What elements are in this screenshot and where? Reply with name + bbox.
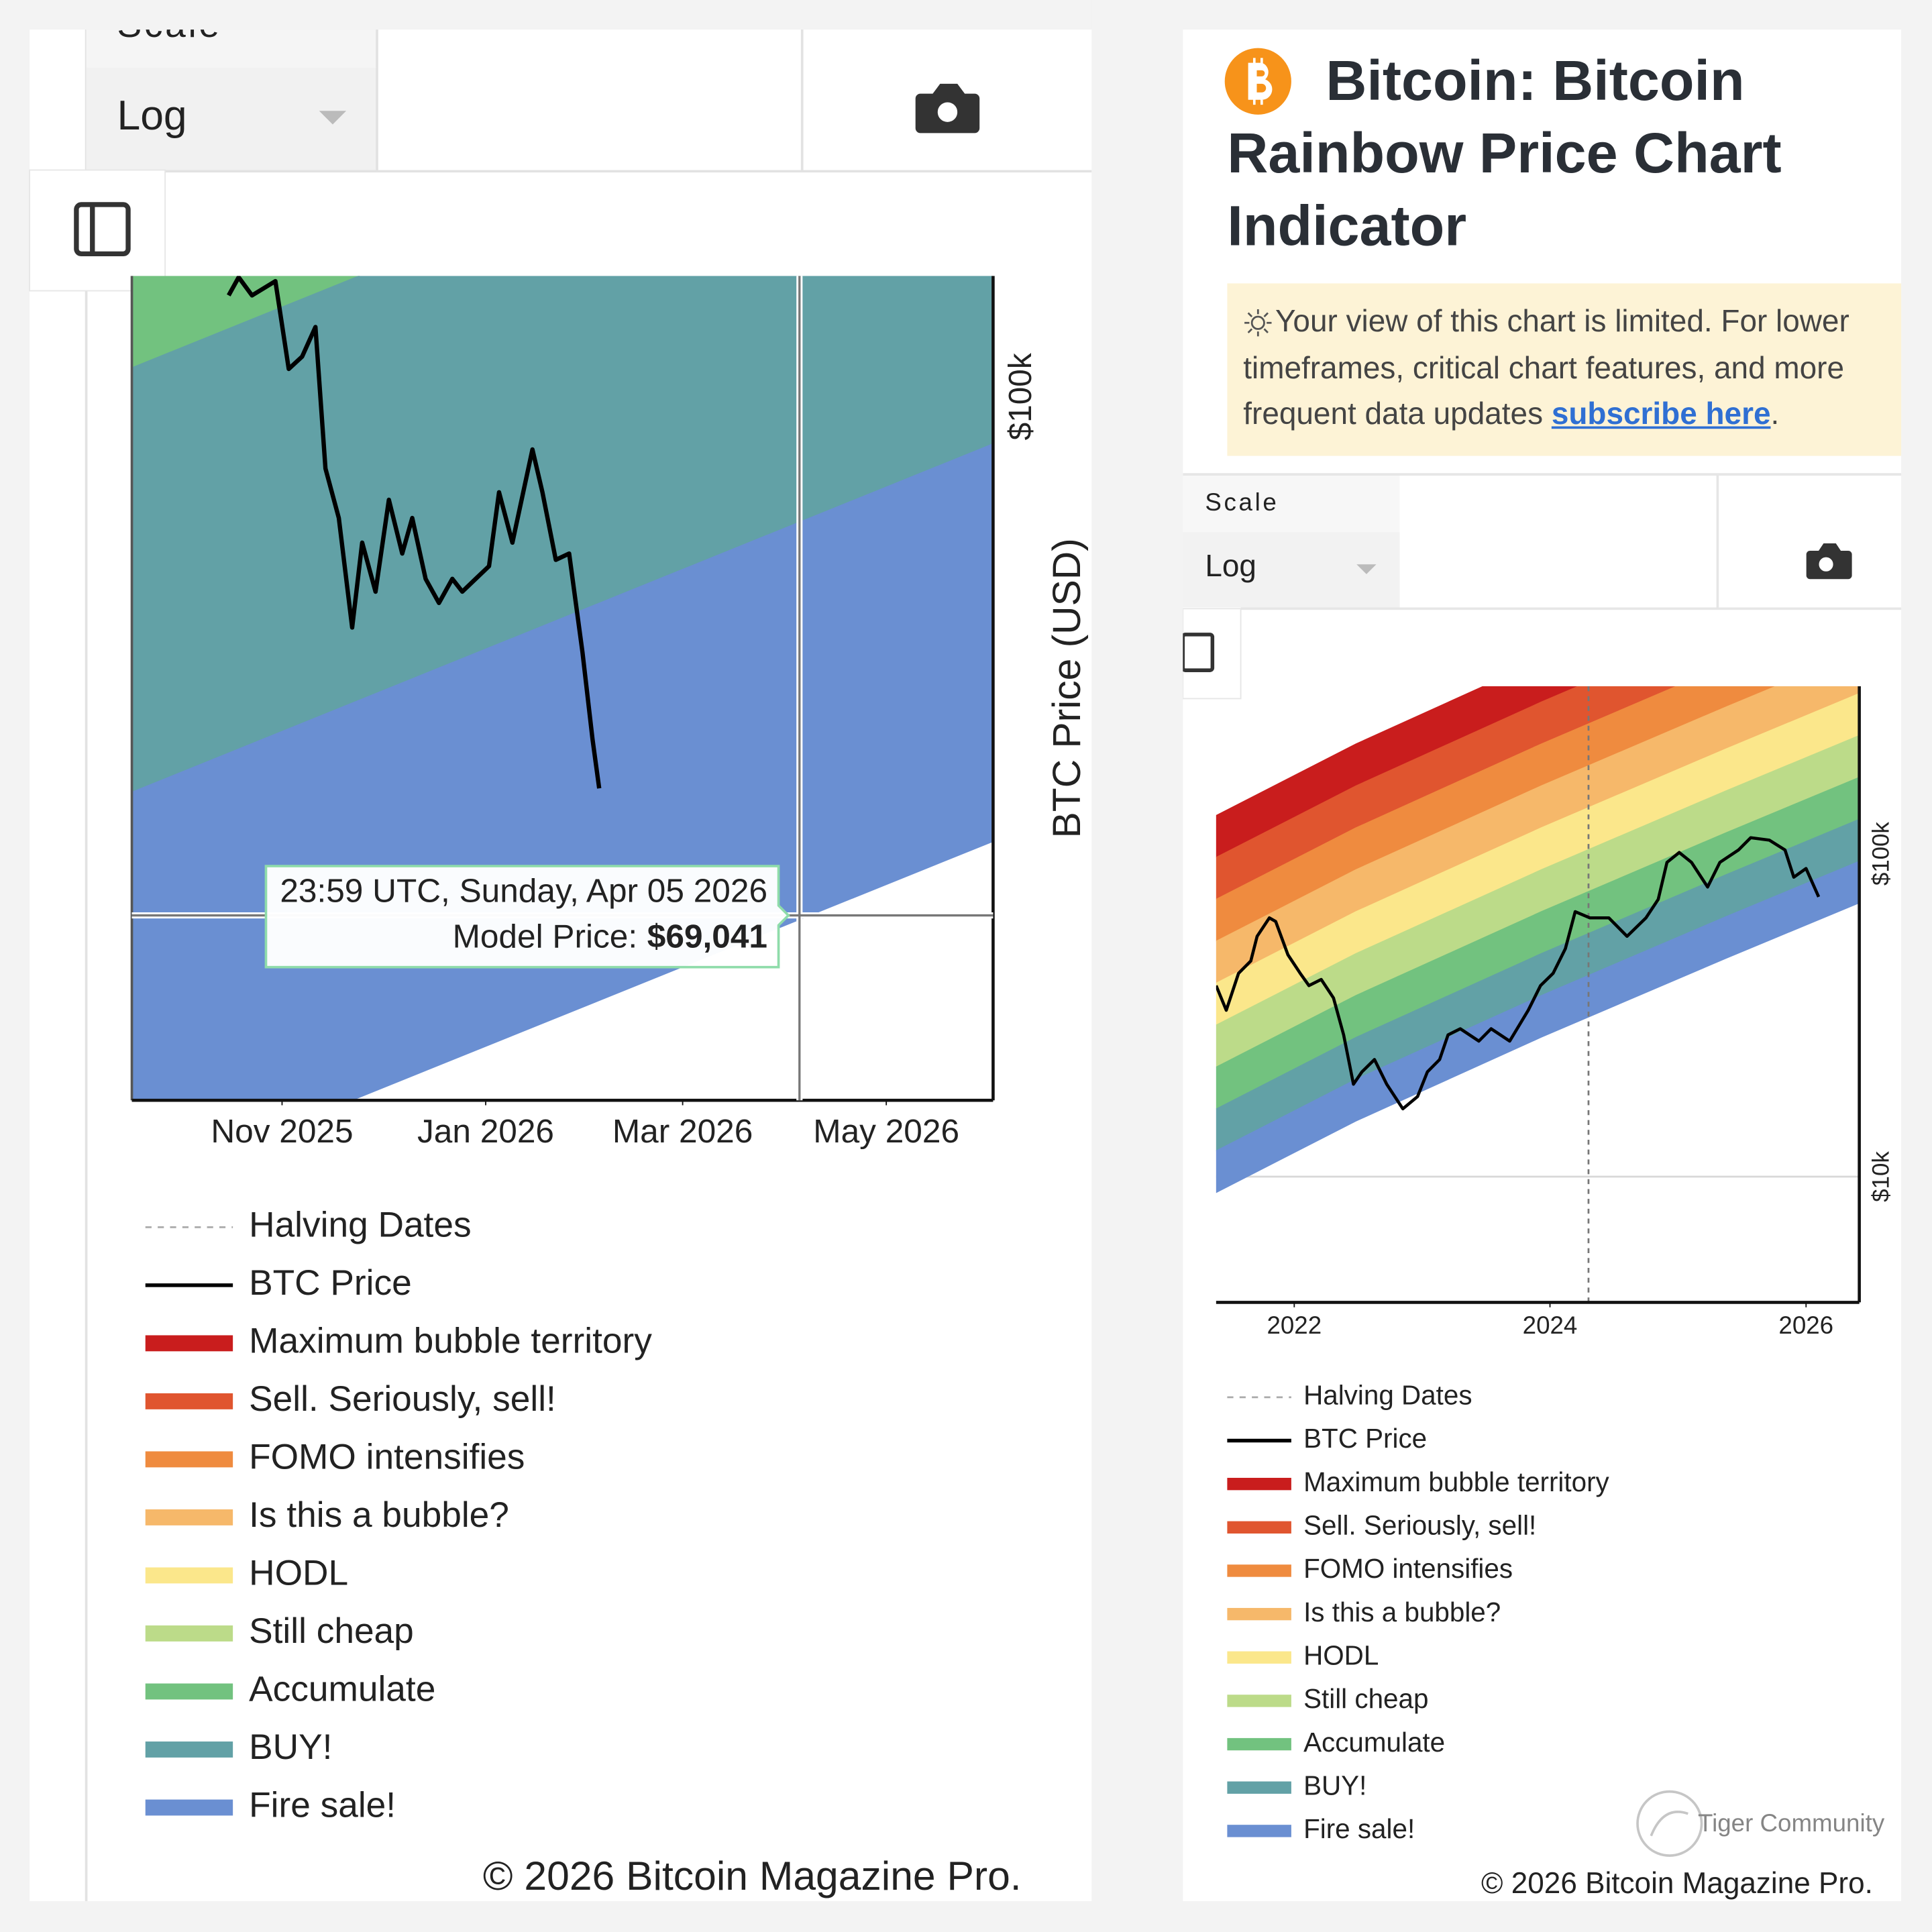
dropdown-arrow[interactable] bbox=[1356, 564, 1377, 574]
legend-swatch bbox=[1227, 1737, 1291, 1751]
legend-label: Halving Dates bbox=[249, 1205, 472, 1244]
legend-swatch bbox=[1227, 1564, 1291, 1577]
x-tick-label: 2024 bbox=[1523, 1311, 1578, 1339]
page-title: Bitcoin: Bitcoin Rainbow Price Chart Ind… bbox=[1227, 48, 1782, 258]
legend-swatch bbox=[145, 1393, 233, 1409]
legend-swatch bbox=[1227, 1651, 1291, 1664]
x-tick-label: 2026 bbox=[1778, 1311, 1833, 1339]
sidebar-toggle[interactable] bbox=[29, 169, 166, 292]
bitcoin-symbol bbox=[1248, 58, 1273, 105]
notice-end: . bbox=[1770, 396, 1780, 431]
notice: Your view of this chart is limited. For … bbox=[1243, 299, 1896, 438]
plot-area bbox=[1216, 686, 1860, 1303]
camera-lens[interactable] bbox=[935, 99, 960, 125]
notice-text-box: Your view of this chart is limited. For … bbox=[1243, 299, 1896, 438]
legend-swatch bbox=[145, 1567, 233, 1584]
legend-label: Fire sale! bbox=[249, 1786, 396, 1825]
tooltip-price: $69,041 bbox=[647, 918, 767, 955]
y-tick-label: $100k bbox=[1003, 353, 1038, 440]
chart-right: $10k $100k 2022 2024 2026 Halving Dates BTC Pr… bbox=[1216, 686, 1894, 1844]
legend-label: FOMO intensifies bbox=[249, 1437, 525, 1477]
gutter bbox=[1091, 0, 1183, 1932]
tooltip-label: Model Price: bbox=[453, 918, 638, 955]
camera-button[interactable] bbox=[915, 83, 980, 133]
watermark: Tiger Community bbox=[1636, 1790, 1885, 1857]
sidebar-icon[interactable] bbox=[74, 202, 131, 257]
legend-label: Is this a bubble? bbox=[1303, 1597, 1501, 1627]
legend-swatch bbox=[145, 1799, 233, 1816]
x-tick-label: 2022 bbox=[1267, 1311, 1322, 1339]
legend-swatch bbox=[145, 1509, 233, 1525]
legend-label: BUY! bbox=[1303, 1770, 1366, 1801]
chart-left: $100k Nov 2025 Jan 2026 Mar 2026 May 2026 BTC… bbox=[130, 276, 1089, 1825]
copyright: © 2026 Bitcoin Magazine Pro. bbox=[483, 1853, 1022, 1898]
legend-swatch bbox=[1227, 1477, 1291, 1491]
copyright: © 2026 Bitcoin Magazine Pro. bbox=[1481, 1867, 1873, 1900]
x-tick-label: Nov 2025 bbox=[211, 1112, 353, 1150]
tooltip-value: Model Price: $69,041 bbox=[453, 918, 767, 955]
x-tick-label: May 2026 bbox=[813, 1112, 959, 1150]
x-tick-label: Jan 2026 bbox=[417, 1112, 554, 1150]
legend-label: Still cheap bbox=[1303, 1683, 1428, 1714]
legend-swatch bbox=[1227, 1825, 1291, 1837]
top-strip bbox=[0, 0, 1932, 30]
camera-lens[interactable] bbox=[1817, 555, 1835, 574]
scale-value[interactable]: Log bbox=[1205, 548, 1256, 583]
title-box: Bitcoin: Bitcoin Rainbow Price Chart Ind… bbox=[1227, 48, 1782, 258]
band-area bbox=[1216, 861, 1860, 1193]
legend-label: Sell. Seriously, sell! bbox=[249, 1379, 556, 1419]
dropdown-arrow[interactable] bbox=[319, 111, 347, 125]
sun-icon bbox=[1244, 309, 1272, 337]
camera-button[interactable] bbox=[1806, 543, 1852, 580]
legend-label: BTC Price bbox=[249, 1263, 412, 1303]
legend-swatch bbox=[1227, 1607, 1291, 1621]
legend-swatch bbox=[1227, 1521, 1291, 1534]
scale-value[interactable]: Log bbox=[117, 92, 186, 139]
tooltip-time: 23:59 UTC, Sunday, Apr 05 2026 bbox=[280, 872, 767, 910]
x-tick-label: Mar 2026 bbox=[612, 1112, 753, 1150]
legend-label: Sell. Seriously, sell! bbox=[1303, 1509, 1536, 1540]
legend-label: Fire sale! bbox=[1303, 1813, 1415, 1844]
legend-swatch bbox=[145, 1741, 233, 1758]
legend-label: Still cheap bbox=[249, 1611, 414, 1651]
legend-swatch bbox=[145, 1335, 233, 1352]
notice-box bbox=[1227, 283, 1902, 456]
legend-label: BUY! bbox=[249, 1727, 332, 1767]
legend-label: FOMO intensifies bbox=[1303, 1553, 1513, 1584]
legend-label: HODL bbox=[249, 1554, 348, 1593]
watermark-text: Tiger Community bbox=[1698, 1809, 1885, 1837]
tooltip-box bbox=[264, 865, 790, 969]
legend-label: Accumulate bbox=[249, 1670, 435, 1709]
legend-label: Maximum bubble territory bbox=[249, 1321, 652, 1360]
legend-swatch bbox=[1227, 1781, 1291, 1794]
scale-label: Scale bbox=[1205, 488, 1279, 516]
legend-swatch bbox=[145, 1683, 233, 1700]
price-line bbox=[1216, 836, 1821, 1111]
band-area bbox=[131, 276, 360, 368]
legend-label: Is this a bubble? bbox=[249, 1495, 509, 1535]
y-tick-label: $100k bbox=[1868, 822, 1894, 886]
y-tick-label: $10k bbox=[1868, 1151, 1894, 1202]
legend-swatch bbox=[145, 1451, 233, 1468]
legend-label: Accumulate bbox=[1303, 1727, 1445, 1758]
legend-label: Halving Dates bbox=[1303, 1380, 1472, 1411]
legend-label: HODL bbox=[1303, 1640, 1379, 1670]
y-axis-label: BTC Price (USD) bbox=[1045, 538, 1089, 838]
price-line bbox=[227, 276, 602, 789]
legend-label: Maximum bubble territory bbox=[1303, 1466, 1609, 1497]
bottom-strip bbox=[0, 1901, 1932, 1932]
legend-label: BTC Price bbox=[1303, 1423, 1427, 1454]
legend-swatch bbox=[1227, 1695, 1291, 1707]
subscribe-link[interactable]: subscribe here bbox=[1551, 396, 1771, 431]
legend-swatch bbox=[145, 1625, 233, 1642]
notice-text: Your view of this chart is limited. For … bbox=[1243, 304, 1849, 431]
